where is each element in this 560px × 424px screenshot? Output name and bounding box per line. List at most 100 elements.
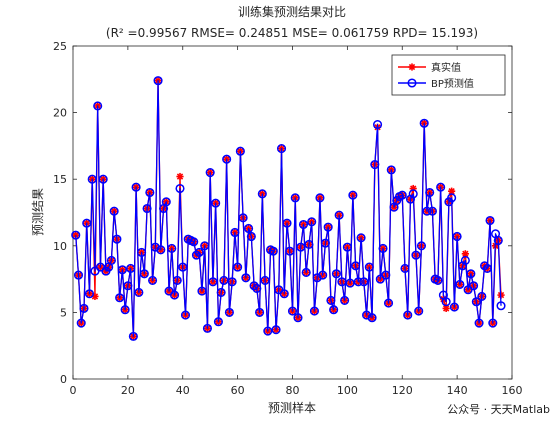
- data-point: [460, 255, 470, 266]
- data-point: [161, 197, 171, 207]
- data-point: [378, 243, 388, 254]
- data-point: [496, 301, 506, 311]
- data-point: [307, 217, 317, 227]
- data-point: [219, 275, 229, 285]
- data-point: [230, 227, 240, 238]
- data-point: [227, 277, 237, 287]
- data-point: [169, 290, 180, 300]
- data-point: [106, 255, 116, 266]
- legend-marker: [407, 78, 417, 88]
- data-point: [148, 275, 158, 285]
- data-point: [441, 297, 451, 307]
- data-point: [408, 189, 418, 199]
- data-point: [405, 194, 416, 204]
- data-point: [414, 306, 424, 316]
- y-tick-label: 0: [60, 373, 67, 386]
- data-point: [447, 193, 457, 203]
- data-point: [370, 159, 380, 170]
- plot-area: [72, 45, 513, 380]
- data-point: [176, 172, 184, 181]
- data-point: [485, 215, 495, 226]
- legend-entry: BP预测值: [398, 77, 474, 90]
- data-point: [73, 270, 84, 280]
- data-point: [458, 261, 468, 271]
- data-point: [296, 242, 306, 252]
- data-point: [145, 187, 155, 198]
- data-point: [433, 275, 443, 285]
- data-point: [194, 247, 204, 258]
- data-point: [397, 190, 407, 200]
- x-tick-label: 120: [392, 384, 413, 397]
- data-point: [315, 193, 325, 203]
- data-point: [455, 279, 465, 289]
- x-tick-label: 140: [447, 384, 468, 397]
- x-tick-label: 0: [70, 384, 77, 397]
- legend-box: [391, 54, 506, 96]
- data-point: [200, 241, 210, 251]
- y-tick-label: 25: [53, 40, 67, 53]
- legend-label: BP预测值: [431, 77, 474, 90]
- data-point: [331, 269, 341, 279]
- data-point: [282, 218, 292, 228]
- data-point: [290, 193, 300, 203]
- data-point: [351, 261, 361, 271]
- legend-entry: 真实值: [398, 61, 461, 74]
- data-point: [383, 298, 394, 308]
- data-point: [381, 270, 391, 280]
- data-point: [235, 146, 245, 156]
- data-point: [287, 306, 298, 316]
- data-point: [285, 246, 295, 256]
- data-point: [84, 289, 95, 299]
- data-point: [156, 245, 166, 255]
- y-tick-label: 20: [53, 107, 67, 120]
- data-point: [337, 277, 347, 287]
- data-point: [367, 313, 377, 323]
- data-point: [449, 302, 459, 312]
- y-tick-label: 15: [53, 173, 67, 186]
- x-tick-label: 60: [231, 384, 245, 397]
- data-point: [93, 101, 103, 111]
- x-tick-label: 80: [286, 384, 300, 397]
- data-point: [403, 310, 413, 320]
- data-point: [249, 281, 259, 291]
- data-point: [208, 277, 218, 287]
- data-point: [246, 231, 256, 242]
- data-point: [436, 182, 446, 192]
- data-point: [353, 277, 363, 287]
- data-point: [244, 223, 254, 234]
- data-point: [345, 278, 355, 288]
- data-point: [364, 262, 374, 272]
- data-point: [172, 275, 182, 285]
- data-point: [448, 187, 456, 195]
- data-point: [427, 206, 437, 216]
- data-point: [329, 305, 339, 315]
- data-point: [493, 235, 503, 246]
- data-point: [216, 287, 226, 297]
- data-point: [82, 218, 92, 228]
- y-tick-label: 5: [60, 306, 67, 319]
- data-point: [180, 310, 191, 320]
- data-point: [298, 219, 309, 230]
- data-point: [257, 189, 267, 199]
- data-point: [461, 250, 469, 258]
- data-point: [134, 287, 144, 297]
- data-point: [202, 323, 212, 333]
- data-point: [71, 230, 81, 240]
- data-point: [167, 243, 177, 254]
- data-point: [411, 250, 421, 260]
- data-point: [419, 118, 429, 128]
- data-point: [126, 263, 136, 273]
- data-point: [488, 318, 498, 328]
- data-point: [386, 165, 396, 175]
- data-point: [131, 182, 141, 192]
- legend-label: 真实值: [431, 61, 461, 74]
- legend: 真实值 BP预测值: [391, 54, 506, 96]
- data-point: [309, 306, 320, 316]
- data-point: [304, 239, 314, 250]
- data-point: [373, 120, 383, 130]
- data-point: [112, 234, 122, 244]
- data-point: [425, 187, 435, 198]
- data-point: [263, 326, 273, 336]
- data-point: [312, 273, 322, 283]
- data-point: [139, 269, 149, 279]
